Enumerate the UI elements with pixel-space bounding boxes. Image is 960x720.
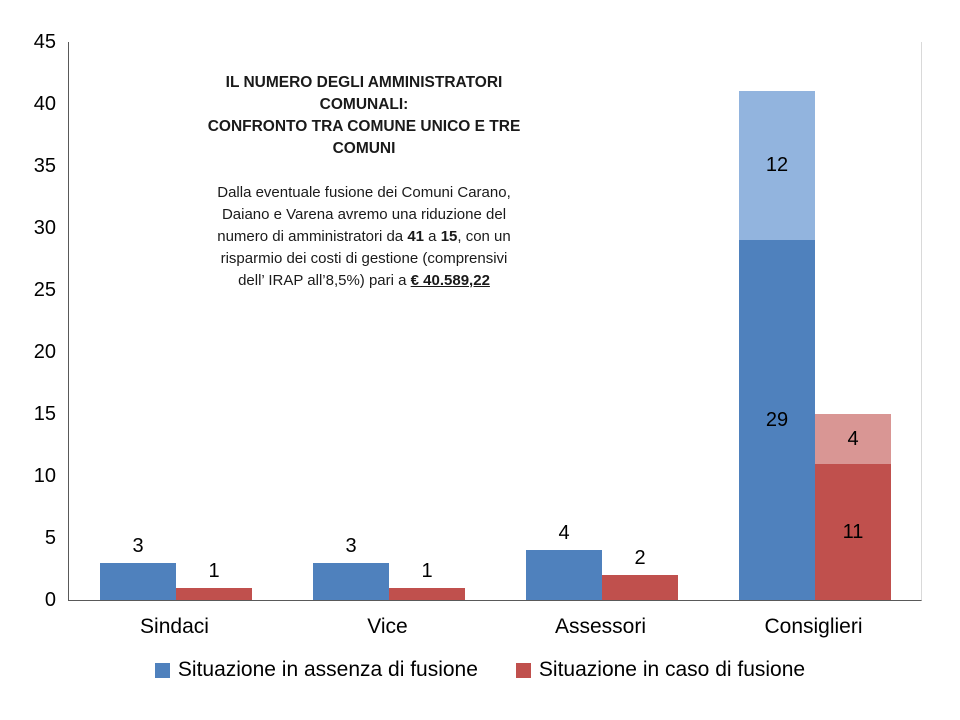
bar-segment-base-sindaci xyxy=(100,563,176,600)
y-axis-tick-label: 25 xyxy=(33,279,56,301)
bar-value-label: 12 xyxy=(765,154,789,176)
chart-title-line: COMUNI xyxy=(332,140,396,157)
annotation-text-run: a xyxy=(424,228,441,245)
bar-segment-top-consiglieri xyxy=(815,414,891,464)
annotation-text-run: Daiano e Varena avremo una riduzione del xyxy=(221,206,507,223)
chart-title-line: IL NUMERO DEGLI AMMINISTRATORI xyxy=(225,74,503,91)
bar-segment-base-consiglieri xyxy=(739,240,815,600)
annotation-text-run: risparmio dei costi di gestione (compren… xyxy=(220,250,508,267)
y-axis-tick-label: 15 xyxy=(33,403,56,425)
bar-value-label: 11 xyxy=(842,521,864,543)
y-axis-tick-label: 40 xyxy=(33,93,56,115)
bar-segment-base-vice xyxy=(389,588,465,600)
legend-label: Situazione in caso di fusione xyxy=(538,658,806,681)
bar-value-label: 4 xyxy=(847,428,859,450)
chart-title: IL NUMERO DEGLI AMMINISTRATORI COMUNALI: C… xyxy=(168,72,560,160)
annotation-text-run: Dalla eventuale fusione dei Comuni Caran… xyxy=(217,184,511,201)
chart-annotation: IL NUMERO DEGLI AMMINISTRATORI COMUNALI: C… xyxy=(168,72,560,292)
y-axis-tick-label: 0 xyxy=(44,589,56,611)
annotation-text-run: € 40.589,22 xyxy=(410,272,490,289)
y-axis-tick-label: 10 xyxy=(33,465,56,487)
annotation-body: Dalla eventuale fusione dei Comuni Caran… xyxy=(168,182,560,292)
legend-swatch-icon xyxy=(515,662,531,678)
annotation-body-line: Daiano e Varena avremo una riduzione del xyxy=(168,204,560,226)
bar-segment-base-vice xyxy=(313,563,389,600)
annotation-body-line: Dalla eventuale fusione dei Comuni Caran… xyxy=(168,182,560,204)
x-axis-category-label: Consiglieri xyxy=(764,615,863,638)
x-axis-category-label: Vice xyxy=(367,615,408,638)
chart-legend: Situazione in assenza di fusione Situazio… xyxy=(0,653,960,687)
x-axis: Sindaci Vice Assessori Consiglieri xyxy=(68,614,920,644)
y-axis-tick-label: 30 xyxy=(33,217,56,239)
bar-value-label: 3 xyxy=(345,535,357,557)
y-axis-tick-label: 35 xyxy=(33,155,56,177)
bar-value-label: 2 xyxy=(634,547,646,569)
legend-swatch-icon xyxy=(154,662,170,678)
bar-value-label: 3 xyxy=(132,535,144,557)
bar-segment-base-sindaci xyxy=(176,588,252,600)
bar-segment-base-assessori xyxy=(602,575,678,600)
bar-value-label: 1 xyxy=(208,560,220,582)
y-axis-tick-label: 20 xyxy=(33,341,56,363)
annotation-body-line: numero di amministratori da 41 a 15, con… xyxy=(168,226,560,248)
annotation-body-line: risparmio dei costi di gestione (compren… xyxy=(168,248,560,270)
x-axis-category-label: Sindaci xyxy=(140,615,209,638)
x-axis-category-label: Assessori xyxy=(554,615,647,638)
legend-item: Situazione in assenza di fusione xyxy=(154,657,478,683)
bar-segment-top-consiglieri xyxy=(739,91,815,240)
bar-segment-base-assessori xyxy=(526,550,602,600)
annotation-text-run: 15 xyxy=(440,228,458,245)
legend-label: Situazione in assenza di fusione xyxy=(177,658,478,681)
bar-value-label: 29 xyxy=(765,409,789,431)
annotation-text-run: dell’ IRAP all’8,5%) pari a xyxy=(238,272,411,289)
annotation-text-run: , con un xyxy=(457,228,511,245)
plot-area: 3 1 3 1 4 2 29 12 11 4 xyxy=(68,42,922,601)
y-axis-tick-label: 45 xyxy=(33,31,56,53)
bar-value-label: 1 xyxy=(421,560,433,582)
chart-title-line: CONFRONTO TRA COMUNE UNICO E TRE xyxy=(207,118,521,135)
annotation-text-run: numero di amministratori da xyxy=(217,228,408,245)
bar-value-label: 4 xyxy=(558,522,570,544)
annotation-text-run: 41 xyxy=(407,228,424,245)
bar-segment-base-consiglieri xyxy=(815,464,891,600)
legend-item: Situazione in caso di fusione xyxy=(515,657,806,683)
annotation-body-line: dell’ IRAP all’8,5%) pari a € 40.589,22 xyxy=(168,270,560,292)
chart-title-line: COMUNALI: xyxy=(319,96,409,113)
y-axis-tick-label: 5 xyxy=(44,527,56,549)
